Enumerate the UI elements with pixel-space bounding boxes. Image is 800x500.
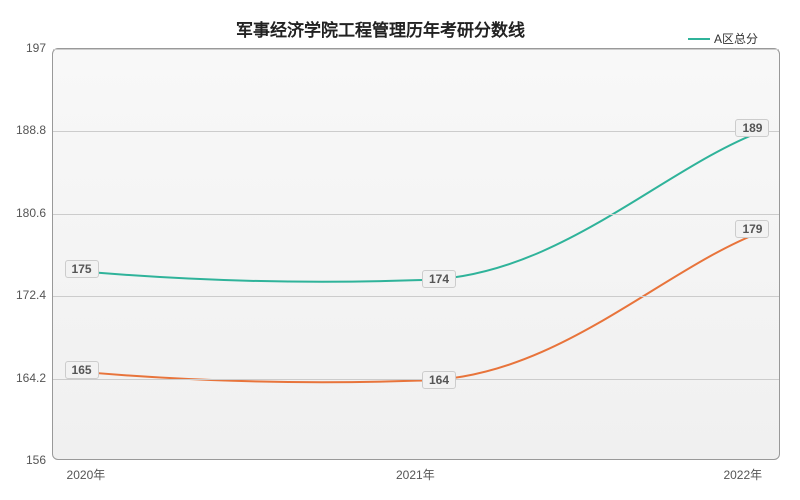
data-label: 175: [65, 260, 99, 278]
data-label: 164: [422, 371, 456, 389]
series-line: [68, 129, 767, 281]
plot-area: [52, 48, 780, 460]
gridline: [53, 296, 779, 297]
y-tick-label: 156: [26, 453, 46, 467]
series-line: [68, 230, 767, 382]
x-tick-label: 2020年: [67, 466, 106, 483]
gridline: [53, 379, 779, 380]
gridline: [53, 49, 779, 50]
gridline: [53, 214, 779, 215]
gridline: [53, 131, 779, 132]
x-tick-label: 2022年: [723, 466, 762, 483]
x-tick-label: 2021年: [396, 466, 435, 483]
y-tick-label: 188.8: [16, 123, 46, 137]
chart-lines-svg: [53, 49, 781, 461]
legend-item-a: A区总分: [688, 30, 758, 47]
data-label: 165: [65, 361, 99, 379]
legend-swatch-a: [688, 38, 710, 40]
chart-container: 军事经济学院工程管理历年考研分数线 A区总分 B区总分 156164.2172.…: [0, 0, 800, 500]
y-tick-label: 172.4: [16, 288, 46, 302]
data-label: 174: [422, 270, 456, 288]
data-label: 179: [735, 220, 769, 238]
chart-title: 军事经济学院工程管理历年考研分数线: [236, 16, 525, 41]
y-tick-label: 180.6: [16, 206, 46, 220]
y-tick-label: 164.2: [16, 371, 46, 385]
y-tick-label: 197: [26, 41, 46, 55]
data-label: 189: [735, 119, 769, 137]
legend-label-a: A区总分: [714, 30, 758, 47]
